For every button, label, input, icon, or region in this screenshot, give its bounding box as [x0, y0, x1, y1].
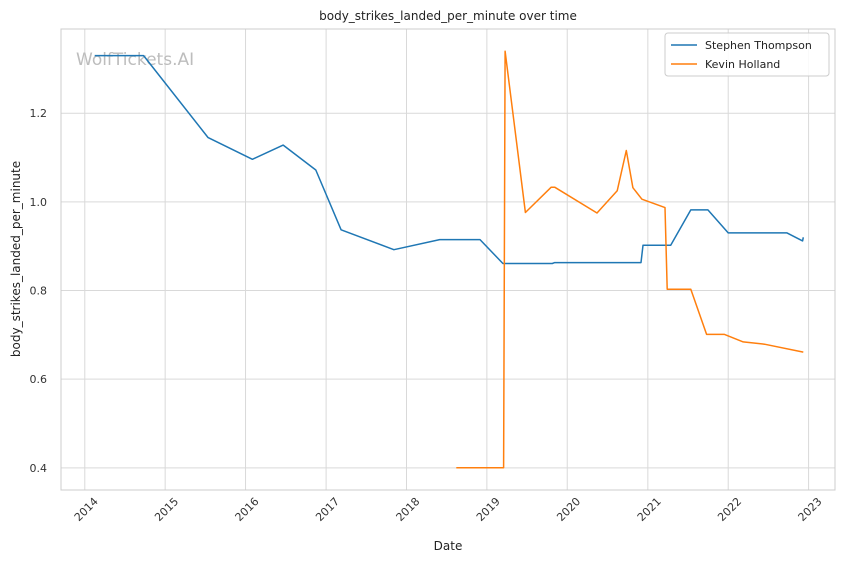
- y-axis-ticks: 0.4 0.6 0.8 1.0 1.2: [30, 107, 48, 475]
- y-tick-label: 0.6: [30, 373, 48, 386]
- x-tick-label: 2022: [715, 495, 744, 524]
- legend-box: [664, 32, 830, 77]
- x-tick-label: 2016: [233, 495, 262, 524]
- x-axis-ticks: 2014 2015 2016 2017 2018 2019 2020 2021 2022 2023: [72, 495, 825, 524]
- plot-frame: [60, 28, 836, 491]
- legend-label: Kevin Holland: [705, 58, 780, 71]
- x-tick-label: 2019: [474, 495, 503, 524]
- grid: [61, 29, 835, 490]
- x-tick-label: 2021: [635, 495, 664, 524]
- x-tick-label: 2015: [152, 495, 181, 524]
- series-line-stephen-thompson: [94, 54, 805, 265]
- series-layer: [94, 50, 805, 469]
- series-line-kevin-holland: [456, 50, 804, 469]
- legend-label: Stephen Thompson: [705, 39, 812, 52]
- y-tick-label: 0.4: [30, 462, 48, 475]
- x-tick-label: 2014: [72, 495, 101, 524]
- legend: Stephen Thompson Kevin Holland: [664, 32, 830, 77]
- x-tick-label: 2023: [796, 495, 825, 524]
- x-tick-label: 2017: [313, 495, 342, 524]
- x-tick-label: 2018: [394, 495, 423, 524]
- y-axis-title: body_strikes_landed_per_minute: [9, 161, 23, 357]
- x-tick-label: 2020: [554, 495, 583, 524]
- x-axis-title: Date: [434, 539, 463, 553]
- y-tick-label: 0.8: [30, 285, 48, 298]
- chart-title: body_strikes_landed_per_minute over time: [319, 9, 577, 23]
- y-tick-label: 1.2: [30, 107, 48, 120]
- watermark: WolfTickets.AI: [76, 50, 194, 70]
- y-tick-label: 1.0: [30, 196, 48, 209]
